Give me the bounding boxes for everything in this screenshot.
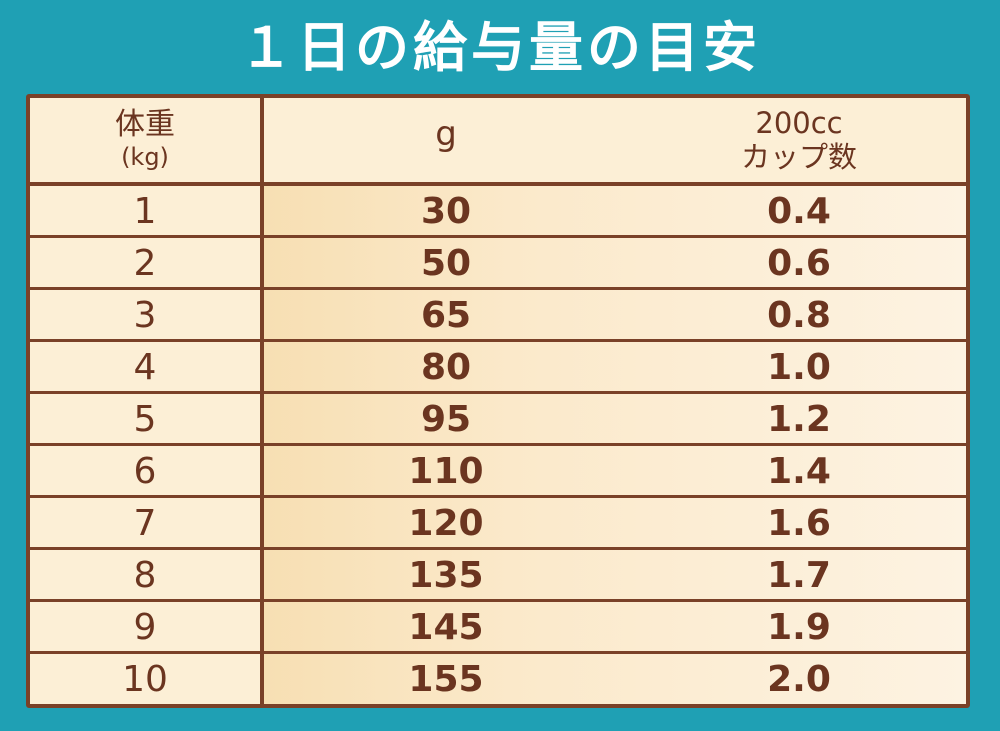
cell-cups: 1.4 (767, 451, 831, 492)
table-row: 9 145 1.9 (30, 602, 966, 654)
column-divider (260, 98, 264, 704)
cell-cups: 0.8 (767, 295, 831, 336)
cell-grams: 30 (420, 191, 472, 232)
table-row: 8 135 1.7 (30, 550, 966, 602)
cell-weight: 5 (133, 399, 157, 440)
cell-weight: 7 (133, 503, 157, 544)
cell-weight: 10 (122, 659, 168, 700)
header-weight-unit: (kg) (121, 143, 169, 171)
cell-cups: 1.9 (767, 607, 831, 648)
table-row: 3 65 0.8 (30, 290, 966, 342)
cell-weight: 9 (133, 607, 157, 648)
cell-cups: 2.0 (767, 659, 831, 700)
table-row: 10 155 2.0 (30, 654, 966, 706)
page-title: １日の給与量の目安 (239, 16, 761, 79)
cell-grams: 50 (420, 243, 472, 284)
header-grams: g (264, 98, 628, 182)
cell-grams: 95 (420, 399, 472, 440)
header-weight-label: 体重 (115, 107, 175, 142)
table-row: 1 30 0.4 (30, 186, 966, 238)
header-cups-line2: カップ数 (740, 140, 857, 174)
cell-cups: 1.6 (767, 503, 831, 544)
table-header: 体重 (kg) g 200cc カップ数 (30, 98, 966, 186)
cell-cups: 0.6 (767, 243, 831, 284)
cell-grams: 120 (408, 503, 484, 544)
table-row: 6 110 1.4 (30, 446, 966, 498)
cell-cups: 0.4 (767, 191, 831, 232)
header-grams-label: g (435, 114, 457, 154)
cell-cups: 1.2 (767, 399, 831, 440)
cell-grams: 145 (408, 607, 484, 648)
cell-grams: 135 (408, 555, 484, 596)
cell-grams: 65 (420, 295, 472, 336)
cell-cups: 1.0 (767, 347, 831, 388)
feeding-table: 体重 (kg) g 200cc カップ数 1 30 0.4 2 50 0.6 3… (26, 94, 970, 708)
cell-cups: 1.7 (767, 555, 831, 596)
table-row: 2 50 0.6 (30, 238, 966, 290)
header-weight: 体重 (kg) (30, 98, 260, 182)
cell-grams: 155 (408, 659, 484, 700)
cell-weight: 8 (133, 555, 157, 596)
header-cups-line1: 200cc (755, 106, 843, 140)
cell-weight: 4 (133, 347, 157, 388)
cell-weight: 6 (133, 451, 157, 492)
cell-weight: 3 (133, 295, 157, 336)
table-row: 7 120 1.6 (30, 498, 966, 550)
table-row: 5 95 1.2 (30, 394, 966, 446)
cell-weight: 1 (133, 191, 157, 232)
table-row: 4 80 1.0 (30, 342, 966, 394)
cell-weight: 2 (133, 243, 157, 284)
table-body: 1 30 0.4 2 50 0.6 3 65 0.8 4 80 1.0 5 95… (30, 186, 966, 706)
cell-grams: 80 (420, 347, 472, 388)
cell-grams: 110 (408, 451, 484, 492)
header-cups: 200cc カップ数 (628, 98, 970, 182)
